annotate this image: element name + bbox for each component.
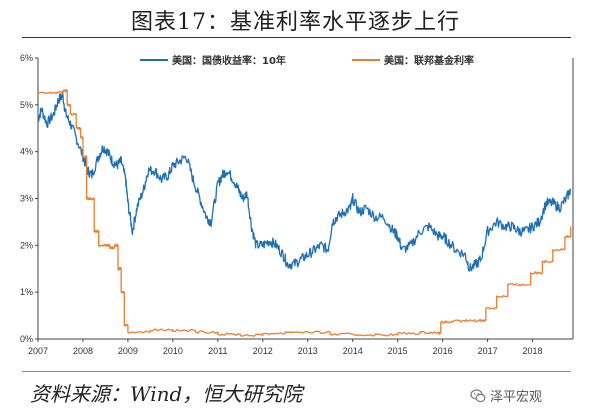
legend-label-2: 美国：联邦基金利率 xyxy=(384,54,474,67)
source-note: 资料来源：Wind，恒大研究院 xyxy=(30,382,303,406)
chart-title: 图表17：基准利率水平逐步上行 xyxy=(131,10,460,35)
x-tick-label: 2013 xyxy=(298,346,318,356)
x-tick-label: 2011 xyxy=(208,346,227,356)
title-divider xyxy=(22,37,571,38)
series-line-1 xyxy=(37,92,572,272)
watermark-text: 泽平宏观 xyxy=(490,390,543,405)
x-tick-label: 2018 xyxy=(523,346,543,356)
series-line-2 xyxy=(37,89,572,337)
x-tick-label: 2010 xyxy=(163,346,183,356)
line-chart: 0% 1% 2% 3% 4% 5% 6% 2007 2008 2009 2010 2011 2012 20… xyxy=(20,53,574,356)
watermark: 泽平宏观 xyxy=(470,386,542,405)
footer-divider xyxy=(22,371,571,372)
wechat-icon xyxy=(470,388,486,402)
x-tick-label: 2009 xyxy=(118,346,138,356)
y-tick-label: 1% xyxy=(20,287,33,297)
y-tick-label: 5% xyxy=(20,100,33,110)
x-tick-label: 2012 xyxy=(253,346,273,356)
y-tick-label: 4% xyxy=(20,147,33,157)
y-tick-label: 3% xyxy=(20,194,33,204)
y-tick-label: 2% xyxy=(20,240,33,250)
y-tick-label: 6% xyxy=(20,53,33,63)
x-tick-label: 2015 xyxy=(388,346,408,356)
y-tick-label: 0% xyxy=(20,334,33,344)
x-tick-label: 2016 xyxy=(433,346,453,356)
x-tick-label: 2007 xyxy=(28,346,48,356)
x-tick-label: 2008 xyxy=(73,346,93,356)
legend-label-1: 美国：国债收益率：10年 xyxy=(172,54,286,67)
x-tick-label: 2014 xyxy=(343,346,363,356)
x-tick-label: 2017 xyxy=(478,346,498,356)
